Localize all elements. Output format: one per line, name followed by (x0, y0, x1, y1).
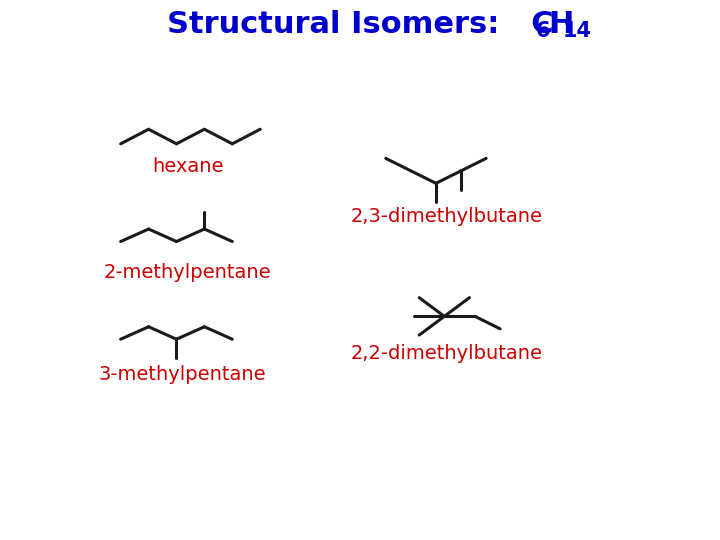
Text: H: H (549, 10, 574, 39)
Text: 2,2-dimethylbutane: 2,2-dimethylbutane (351, 345, 543, 363)
Text: 3-methylpentane: 3-methylpentane (98, 365, 266, 384)
Text: 6: 6 (536, 21, 550, 42)
Text: 2-methylpentane: 2-methylpentane (104, 263, 271, 282)
Text: hexane: hexane (152, 157, 223, 176)
Text: 14: 14 (563, 21, 592, 42)
Text: 2,3-dimethylbutane: 2,3-dimethylbutane (351, 207, 543, 226)
Text: Structural Isomers:   C: Structural Isomers: C (167, 10, 553, 39)
